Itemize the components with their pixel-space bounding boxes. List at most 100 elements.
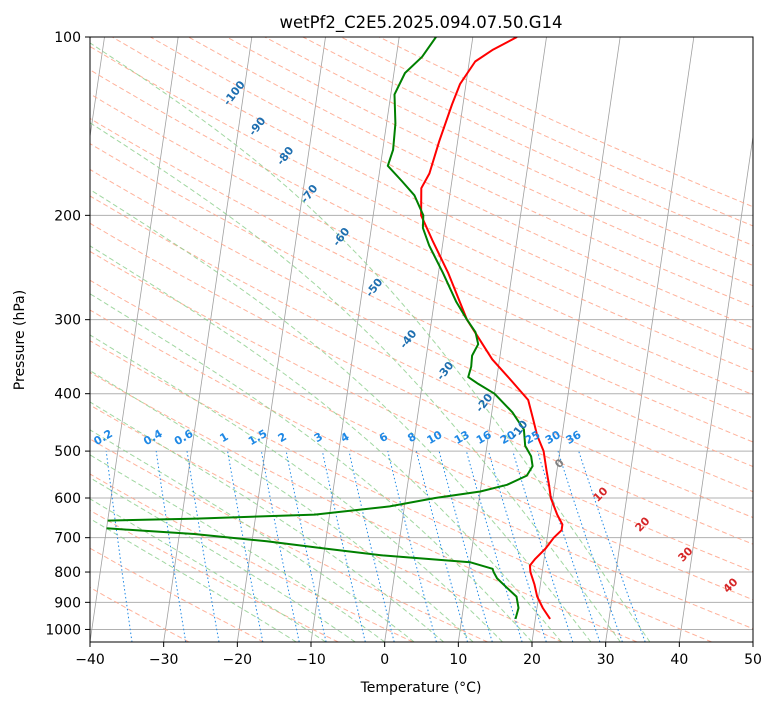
x-tick-label: −20	[223, 652, 253, 668]
mixing-ratio-line	[512, 450, 574, 642]
mixing-ratio-line	[285, 451, 327, 642]
dry-adiabat-line	[90, 250, 753, 573]
y-tick-label: 900	[54, 595, 81, 611]
mixing-ratio-label: 0.2	[91, 427, 114, 448]
y-tick-label: 700	[54, 531, 81, 547]
mixing-ratio-line	[321, 450, 366, 642]
dry-adiabat-label: -80	[274, 144, 297, 168]
y-tick-label: 600	[54, 491, 81, 507]
mixing-ratio-label: 36	[564, 428, 584, 447]
dry-adiabat-label: -40	[397, 327, 420, 351]
x-tick-label: −30	[149, 652, 179, 668]
x-tick-label: −40	[75, 652, 105, 668]
dry-adiabat-line	[90, 222, 753, 545]
y-tick-label: 800	[54, 565, 81, 581]
isotherm-line	[236, 37, 326, 642]
y-tick-label: 100	[54, 30, 81, 46]
y-axis-label: Pressure (hPa)	[12, 290, 28, 390]
moist-adiabat-label: 40	[721, 575, 741, 595]
mixing-ratio-label: 6	[377, 430, 390, 445]
mixing-ratio-line	[348, 450, 395, 642]
isotherm-line	[605, 37, 695, 642]
dewpoint-profile	[106, 527, 520, 620]
moist-adiabat-line	[90, 122, 621, 642]
isotherm-line	[457, 37, 547, 642]
moist-adiabat-line	[90, 334, 503, 642]
dry-adiabat-line	[90, 438, 488, 642]
mixing-ratio-line	[415, 450, 468, 642]
dry-adiabat-line	[90, 117, 753, 443]
mixing-ratio-label: 16	[474, 428, 494, 447]
mixing-ratio-line	[105, 451, 133, 642]
isotherm-line	[310, 37, 400, 642]
mixing-ratio-line	[537, 450, 601, 642]
isotherm-line	[752, 639, 753, 642]
mixing-ratio-line	[578, 450, 646, 642]
moist-adiabat-line	[90, 370, 474, 642]
moist-adiabat-line	[90, 188, 592, 642]
dry-adiabat-line	[90, 93, 753, 419]
dry-adiabat-line	[90, 309, 753, 630]
isotherm-line	[163, 37, 253, 642]
dry-adiabat-line	[90, 586, 190, 642]
moist-adiabat-line	[90, 401, 444, 642]
x-tick-label: 40	[670, 652, 688, 668]
dry-adiabat-line	[90, 279, 753, 601]
mixing-ratio-label: 8	[405, 430, 418, 445]
mixing-ratio-label: 10	[425, 428, 445, 447]
moist-adiabat-line	[90, 429, 415, 642]
reference-lines	[90, 37, 753, 642]
mixing-ratio-line	[488, 450, 547, 642]
dry-adiabat-line	[90, 547, 264, 642]
x-axis: −40 −30 −20 −10 0 10 20 30 40 50	[75, 642, 762, 668]
y-tick-label: 1000	[45, 622, 81, 638]
temperature-profile	[420, 37, 564, 620]
x-tick-label: 0	[380, 652, 389, 668]
moist-adiabat-line	[90, 498, 326, 642]
chart-title: wetPf2_C2E5.2025.094.07.50.G14	[279, 13, 562, 33]
y-tick-label: 400	[54, 387, 81, 403]
mixing-ratio-label: 30	[543, 428, 563, 447]
x-tick-label: 20	[523, 652, 541, 668]
x-tick-label: −10	[296, 652, 326, 668]
moist-adiabat-line	[90, 293, 533, 642]
mixing-ratio-line	[155, 451, 187, 642]
moist-adiabat-label: 20	[633, 514, 653, 534]
y-tick-label: 300	[54, 313, 81, 329]
mixing-ratio-label: 1	[217, 430, 230, 445]
mixing-ratio-line	[387, 450, 437, 642]
dry-adiabat-line	[90, 168, 753, 493]
dry-adiabat-line	[90, 45, 753, 373]
mixing-ratio-line	[186, 451, 220, 642]
moist-adiabat-label: 10	[591, 484, 611, 504]
mixing-ratio-label: 2	[276, 430, 289, 445]
mixing-ratio-line	[227, 451, 264, 642]
mixing-ratio-label: 3	[312, 430, 325, 445]
x-tick-label: 50	[744, 652, 762, 668]
background-grid	[90, 37, 753, 642]
moist-adiabat-label: 0	[552, 456, 567, 471]
dry-adiabat-label: -50	[363, 276, 386, 300]
dry-adiabat-label: -30	[434, 359, 457, 383]
mixing-ratio-line	[557, 450, 623, 642]
dry-adiabat-line	[90, 69, 753, 396]
dewpoint-profile	[107, 37, 534, 522]
plot-frame	[89, 36, 754, 643]
moist-adiabat-line	[90, 245, 562, 642]
isotherm-line	[90, 37, 179, 642]
mixing-ratio-line	[438, 450, 493, 642]
x-axis-label: Temperature (°C)	[360, 680, 482, 696]
mixing-ratio-line	[260, 451, 300, 642]
isotherm-line	[90, 37, 105, 140]
dry-adiabat-line	[90, 340, 712, 642]
isotherm-line	[384, 37, 474, 642]
moist-adiabat-line	[90, 477, 356, 642]
isotherm-line	[531, 37, 621, 642]
dry-adiabat-line	[378, 37, 753, 208]
y-axis: 100 200 300 400 500 600 700 800 900 1000	[45, 30, 90, 638]
x-tick-label: 30	[597, 652, 615, 668]
y-tick-label: 500	[54, 444, 81, 460]
y-tick-label: 200	[54, 208, 81, 224]
moist-adiabat-line	[90, 42, 651, 642]
